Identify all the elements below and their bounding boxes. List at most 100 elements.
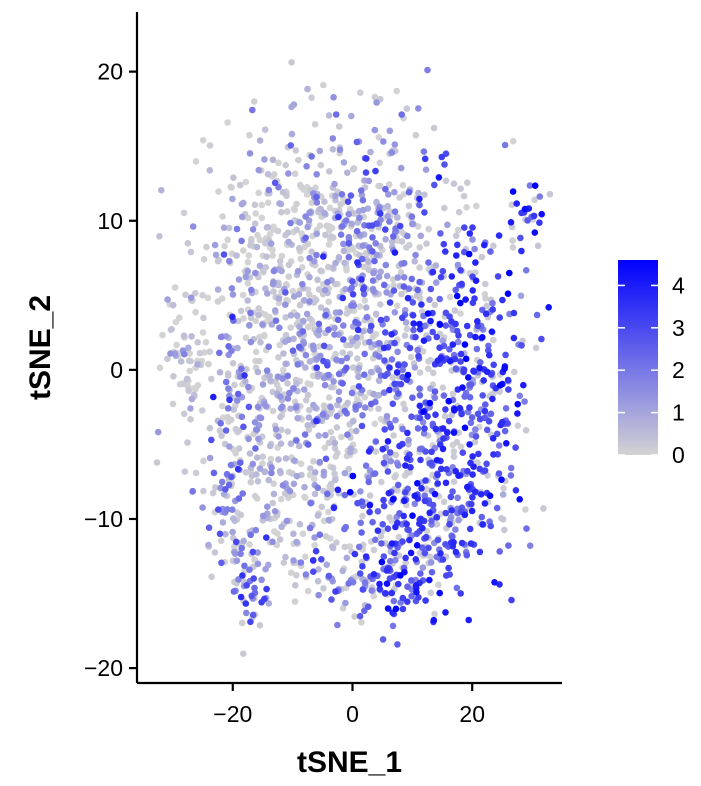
scatter-point: [220, 519, 227, 526]
scatter-point: [369, 222, 376, 229]
scatter-point: [306, 255, 313, 262]
scatter-point: [208, 376, 215, 383]
scatter-point: [200, 315, 207, 322]
scatter-point: [423, 166, 430, 173]
scatter-point: [206, 348, 213, 355]
scatter-point: [360, 586, 367, 593]
scatter-point: [455, 332, 462, 339]
scatter-point: [185, 240, 192, 247]
scatter-point: [280, 482, 287, 489]
scatter-point: [172, 284, 179, 291]
scatter-point: [365, 258, 372, 265]
scatter-point: [323, 223, 330, 230]
scatter-point: [412, 364, 419, 371]
scatter-point: [262, 566, 269, 573]
scatter-point: [316, 327, 323, 334]
scatter-point: [486, 418, 493, 425]
scatter-point: [366, 509, 373, 516]
scatter-point: [247, 150, 254, 157]
scatter-point: [401, 283, 408, 290]
scatter-point: [494, 505, 501, 512]
scatter-point: [496, 442, 503, 449]
scatter-point: [326, 394, 333, 401]
scatter-point: [260, 381, 267, 388]
scatter-point: [407, 345, 414, 352]
scatter-point: [460, 449, 467, 456]
scatter-point: [421, 148, 428, 155]
scatter-point: [302, 494, 309, 501]
scatter-point: [239, 414, 246, 421]
scatter-point: [439, 154, 446, 161]
scatter-point: [352, 403, 359, 410]
scatter-point: [193, 158, 200, 165]
scatter-point: [275, 160, 282, 167]
scatter-point: [428, 460, 435, 467]
scatter-point: [229, 529, 236, 536]
scatter-point: [398, 381, 405, 388]
scatter-point: [378, 479, 385, 486]
scatter-point: [300, 318, 307, 325]
scatter-point: [490, 362, 497, 369]
scatter-point: [334, 424, 341, 431]
scatter-point: [469, 453, 476, 460]
scatter-point: [230, 515, 237, 522]
scatter-point: [477, 549, 484, 556]
scatter-point: [380, 138, 387, 145]
scatter-point: [203, 244, 210, 251]
scatter-point: [371, 258, 378, 265]
scatter-point: [440, 384, 447, 391]
scatter-point: [481, 242, 488, 249]
scatter-point: [342, 544, 349, 551]
scatter-point: [243, 274, 250, 281]
scatter-point: [243, 610, 250, 617]
scatter-point: [428, 590, 435, 597]
scatter-point: [482, 295, 489, 302]
scatter-point: [315, 371, 322, 378]
scatter-point: [325, 509, 332, 516]
scatter-point: [359, 513, 366, 520]
scatter-point: [370, 270, 377, 277]
scatter-point: [324, 362, 331, 369]
scatter-point: [252, 202, 259, 209]
scatter-point: [250, 226, 257, 233]
scatter-point: [315, 592, 322, 599]
scatter-point: [508, 219, 515, 226]
scatter-point: [218, 538, 225, 545]
scatter-point: [312, 469, 319, 476]
scatter-point: [392, 524, 399, 531]
scatter-point: [482, 408, 489, 415]
scatter-point: [302, 554, 309, 561]
scatter-point: [458, 281, 465, 288]
scatter-point: [331, 331, 338, 338]
scatter-point: [199, 407, 206, 414]
scatter-point: [368, 323, 375, 330]
scatter-point: [190, 223, 197, 230]
scatter-point: [447, 294, 454, 301]
colorbar-tick-label: 1: [672, 400, 685, 426]
scatter-point: [482, 281, 489, 288]
scatter-point: [269, 247, 276, 254]
scatter-point: [240, 247, 247, 254]
scatter-point: [457, 300, 464, 307]
scatter-point: [375, 406, 382, 413]
scatter-point: [245, 384, 252, 391]
x-tick-label: 0: [346, 701, 359, 727]
scatter-point: [402, 462, 409, 469]
scatter-point: [489, 306, 496, 313]
scatter-point: [229, 314, 236, 321]
scatter-point: [391, 287, 398, 294]
scatter-point: [383, 289, 390, 296]
scatter-point: [216, 350, 223, 357]
colorbar-legend: 01234: [618, 260, 685, 468]
scatter-point: [356, 365, 363, 372]
y-tick-label: 0: [110, 357, 123, 383]
scatter-point: [402, 555, 409, 562]
scatter-point: [255, 305, 262, 312]
scatter-point: [262, 126, 269, 133]
scatter-point: [243, 582, 250, 589]
scatter-point: [436, 174, 443, 181]
scatter-point: [413, 132, 420, 139]
scatter-point: [238, 366, 245, 373]
scatter-point: [457, 590, 464, 597]
